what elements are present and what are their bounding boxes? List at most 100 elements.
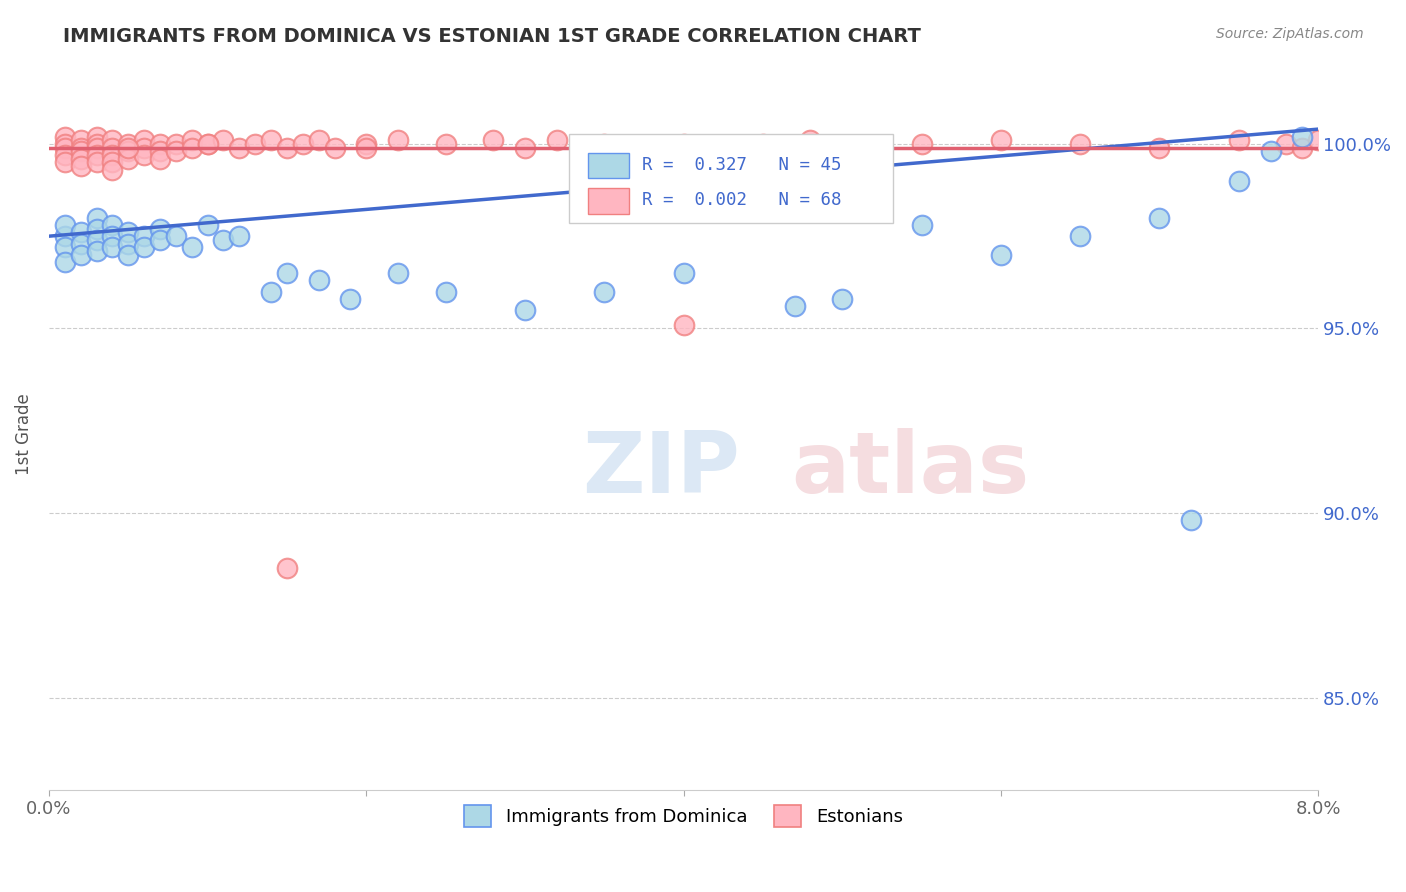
Point — [990, 133, 1012, 147]
Point — [308, 273, 330, 287]
Point — [69, 247, 91, 261]
Point — [180, 140, 202, 154]
Point — [149, 221, 172, 235]
Point — [53, 255, 76, 269]
Point — [212, 233, 235, 247]
Point — [86, 233, 108, 247]
Point — [990, 247, 1012, 261]
Point — [117, 136, 139, 151]
Point — [69, 236, 91, 251]
Point — [831, 292, 853, 306]
Point — [53, 155, 76, 169]
Point — [86, 129, 108, 144]
Point — [101, 218, 124, 232]
Point — [672, 318, 695, 332]
Text: R =  0.327   N = 45: R = 0.327 N = 45 — [641, 156, 841, 174]
Point — [1275, 136, 1298, 151]
Point — [117, 247, 139, 261]
Point — [546, 133, 568, 147]
Point — [260, 133, 283, 147]
Point — [783, 299, 806, 313]
Point — [86, 211, 108, 225]
Point — [276, 561, 298, 575]
Point — [53, 129, 76, 144]
Point — [291, 136, 314, 151]
Point — [276, 140, 298, 154]
Point — [1291, 140, 1313, 154]
Point — [1069, 229, 1091, 244]
Point — [434, 285, 457, 299]
Point — [1227, 133, 1250, 147]
Point — [910, 218, 932, 232]
Point — [134, 229, 156, 244]
Point — [197, 136, 219, 151]
Point — [149, 152, 172, 166]
Point — [53, 140, 76, 154]
Point — [1291, 129, 1313, 144]
Point — [799, 133, 821, 147]
Text: IMMIGRANTS FROM DOMINICA VS ESTONIAN 1ST GRADE CORRELATION CHART: IMMIGRANTS FROM DOMINICA VS ESTONIAN 1ST… — [63, 27, 921, 45]
Point — [434, 136, 457, 151]
Point — [117, 145, 139, 159]
Point — [101, 240, 124, 254]
Point — [117, 226, 139, 240]
Point — [339, 292, 361, 306]
Point — [53, 218, 76, 232]
Point — [165, 229, 187, 244]
Point — [69, 140, 91, 154]
Point — [165, 145, 187, 159]
Point — [197, 136, 219, 151]
Point — [101, 140, 124, 154]
Point — [149, 136, 172, 151]
Point — [641, 140, 664, 154]
Point — [134, 148, 156, 162]
Point — [1308, 133, 1330, 147]
Point — [86, 155, 108, 169]
Point — [165, 136, 187, 151]
Point — [323, 140, 346, 154]
Point — [117, 236, 139, 251]
Point — [149, 145, 172, 159]
Point — [53, 136, 76, 151]
Point — [910, 136, 932, 151]
Point — [180, 133, 202, 147]
Point — [101, 162, 124, 177]
Point — [101, 155, 124, 169]
Point — [117, 152, 139, 166]
Point — [86, 136, 108, 151]
Point — [1149, 140, 1171, 154]
Point — [69, 152, 91, 166]
Point — [69, 226, 91, 240]
FancyBboxPatch shape — [588, 188, 628, 214]
Point — [69, 159, 91, 173]
Point — [831, 140, 853, 154]
Point — [387, 133, 409, 147]
Point — [387, 266, 409, 280]
Point — [356, 140, 378, 154]
Point — [672, 266, 695, 280]
Point — [101, 133, 124, 147]
Point — [197, 218, 219, 232]
Point — [704, 140, 727, 154]
Point — [53, 148, 76, 162]
Point — [1069, 136, 1091, 151]
Point — [672, 136, 695, 151]
Point — [1149, 211, 1171, 225]
FancyBboxPatch shape — [588, 153, 628, 178]
Legend: Immigrants from Dominica, Estonians: Immigrants from Dominica, Estonians — [457, 797, 910, 834]
Point — [134, 140, 156, 154]
Point — [228, 229, 250, 244]
Point — [117, 140, 139, 154]
Point — [134, 133, 156, 147]
Point — [180, 240, 202, 254]
Point — [53, 229, 76, 244]
Point — [276, 266, 298, 280]
Point — [593, 136, 616, 151]
Point — [356, 136, 378, 151]
Point — [69, 133, 91, 147]
Point — [1227, 174, 1250, 188]
Point — [212, 133, 235, 147]
Point — [228, 140, 250, 154]
Text: R =  0.002   N = 68: R = 0.002 N = 68 — [641, 191, 841, 209]
Point — [1260, 145, 1282, 159]
